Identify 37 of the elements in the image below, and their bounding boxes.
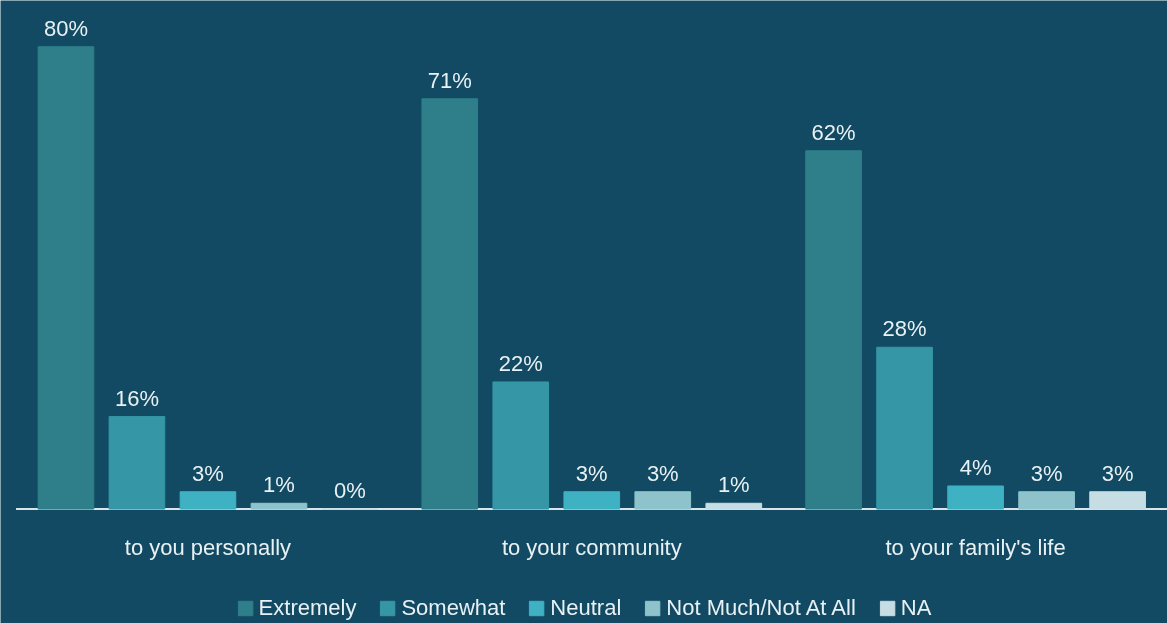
bar: [876, 346, 933, 510]
legend-label: Extremely: [258, 595, 357, 621]
data-label: 4%: [959, 454, 992, 480]
bar: [634, 491, 692, 510]
bar: [37, 46, 95, 510]
data-label: 3%: [1101, 460, 1134, 486]
bar: [1089, 491, 1146, 510]
data-label: 22%: [498, 350, 543, 376]
legend-label: Not Much/Not At All: [666, 595, 856, 621]
x-tick-label: to your family's life: [885, 535, 1066, 561]
data-label: 3%: [192, 460, 224, 486]
data-label: 28%: [882, 316, 927, 342]
data-label: 1%: [263, 472, 295, 498]
bar: [805, 150, 862, 510]
legend-label: Somewhat: [401, 595, 506, 621]
data-label: 0%: [334, 478, 366, 504]
data-label: 3%: [646, 460, 679, 486]
data-label: 80%: [43, 15, 88, 41]
bar: [1018, 491, 1075, 510]
data-label: 1%: [717, 472, 750, 498]
bar: [705, 502, 763, 510]
bar: [421, 98, 479, 510]
bar: [492, 381, 550, 510]
data-label: 3%: [1030, 460, 1063, 486]
data-label: 16%: [114, 385, 159, 411]
legend-label: NA: [900, 595, 932, 621]
data-label: 62%: [811, 119, 856, 145]
bar: [108, 416, 166, 510]
bar: [563, 491, 621, 510]
bar: [947, 485, 1004, 510]
x-tick-label: to you personally: [124, 535, 292, 561]
data-label: 71%: [427, 67, 472, 93]
bar: [179, 491, 237, 510]
bar: [250, 502, 308, 510]
x-tick-label: to your community: [501, 535, 682, 561]
legend-label: Neutral: [550, 595, 622, 621]
data-label: 3%: [575, 460, 608, 486]
